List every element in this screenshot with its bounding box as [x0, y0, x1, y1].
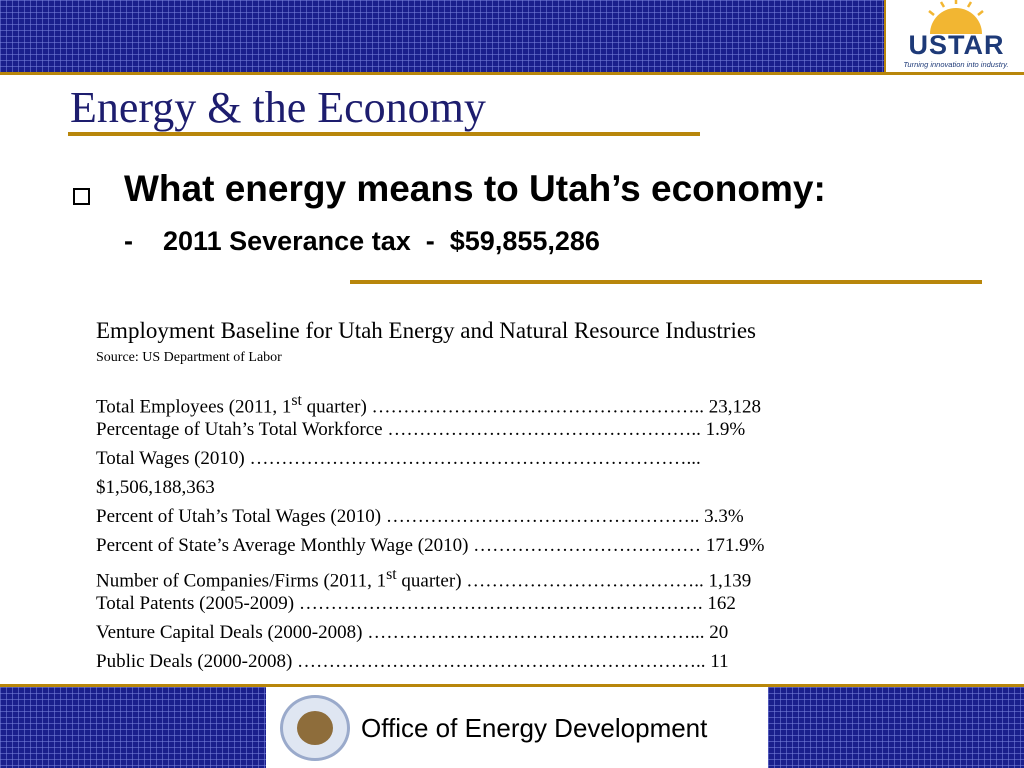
severance-tax-value: $59,855,286	[449, 226, 600, 256]
headline: What energy means to Utah’s economy:	[124, 168, 826, 209]
section-divider	[350, 280, 982, 284]
header-band	[0, 0, 884, 72]
severance-tax-line: - 2011 Severance tax - $59,855,286	[124, 226, 600, 257]
bullet-square-icon	[73, 188, 90, 205]
stat-row: Percent of State’s Average Monthly Wage …	[96, 535, 765, 556]
stat-row: Total Employees (2011, 1st quarter) ……………	[96, 392, 762, 418]
footer: Office of Energy Development	[266, 687, 768, 768]
stat-row: $1,506,188,363	[96, 477, 215, 498]
title-underline	[68, 132, 700, 136]
stat-row: Percent of Utah’s Total Wages (2010) …………	[96, 506, 744, 527]
severance-tax-label: 2011 Severance tax	[163, 226, 411, 256]
sub-separator: -	[425, 226, 435, 256]
slide-title: Energy & the Economy	[70, 83, 486, 132]
header-divider	[0, 72, 1024, 75]
seal-center	[297, 711, 333, 745]
logo-wordmark: USTAR	[908, 30, 1005, 60]
stat-row: Public Deals (2000-2008) …………………………………………	[96, 651, 729, 672]
footer-label: Office of Energy Development	[361, 713, 708, 743]
stats-list: Total Employees (2011, 1st quarter) ……………	[96, 386, 976, 676]
stat-row: Percentage of Utah’s Total Workforce …………	[96, 419, 746, 440]
stat-row: Total Wages (2010) …………………………………………………………	[96, 448, 701, 469]
logo-tagline: Turning innovation into industry.	[903, 60, 1009, 69]
utah-seal-icon	[280, 695, 350, 761]
stat-row: Total Patents (2005-2009) ………………………………………	[96, 593, 736, 614]
footer-band-left	[0, 687, 266, 768]
footer-divider	[0, 684, 1024, 687]
stat-row: Number of Companies/Firms (2011, 1st qua…	[96, 566, 752, 592]
sun-icon	[928, 0, 984, 34]
stat-row: Venture Capital Deals (2000-2008) …………………	[96, 622, 729, 643]
table-title: Employment Baseline for Utah Energy and …	[96, 318, 757, 343]
table-source: Source: US Department of Labor	[96, 350, 282, 365]
footer-band-right	[768, 687, 1024, 768]
sub-dash: -	[124, 226, 133, 256]
ustar-logo: USTAR Turning innovation into industry.	[884, 0, 1024, 72]
